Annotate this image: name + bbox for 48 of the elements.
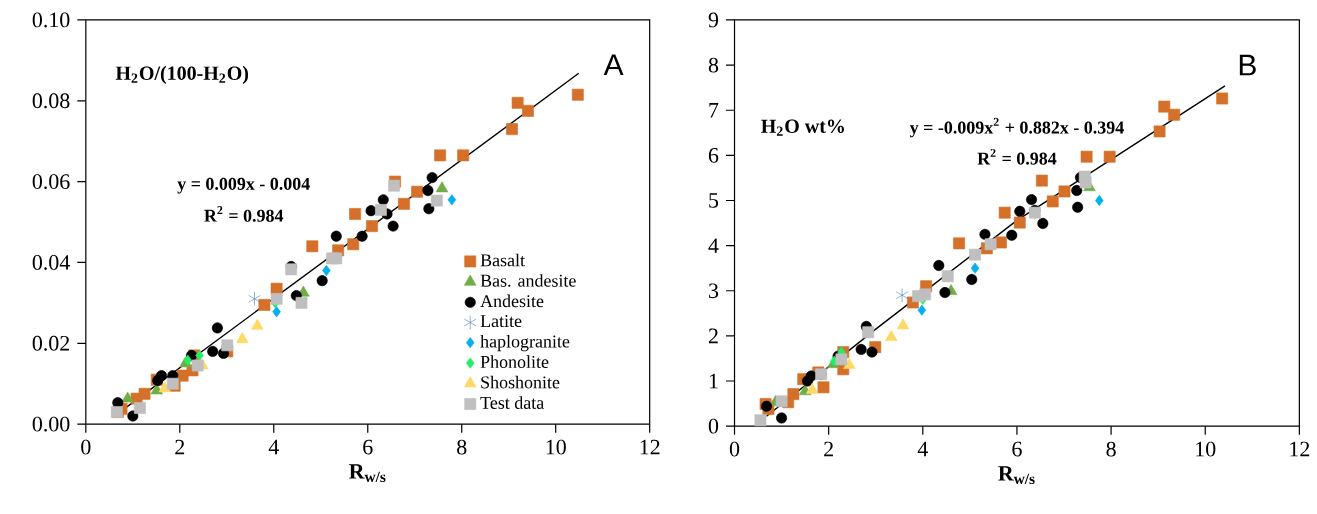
legend-label: Phonolite — [480, 355, 549, 369]
x-tick-label: 4 — [917, 441, 928, 457]
text: y = -0.009x$^{2}$ + 0.882x - 0.394 — [909, 117, 1124, 138]
text: R$^{2}$ = 0.984 — [204, 206, 284, 222]
y-tick-label: 0.00 — [32, 416, 70, 432]
chart-title: H$_{2}$O/(100-H$_{2}$O) — [115, 65, 249, 84]
y-tick-label: 8 — [708, 57, 719, 73]
text: R$_{w/s}$ — [998, 466, 1035, 485]
y-tick-label: 4 — [708, 238, 719, 253]
legend-label: Basalt — [480, 253, 525, 267]
y-tick-label: 6 — [708, 148, 719, 163]
y-tick-label: 0.08 — [32, 93, 70, 109]
y-tick-label: 0.06 — [32, 174, 70, 190]
y-tick-label: 3 — [709, 283, 719, 299]
x-tick-label: 12 — [1290, 441, 1310, 457]
annotation: y = 0.009x - 0.004 — [177, 177, 310, 194]
y-tick-label: 1 — [709, 373, 718, 389]
legend-label: Andesite — [480, 294, 544, 308]
x-tick-label: 0 — [81, 439, 91, 455]
legend-label: Latite — [480, 315, 522, 328]
y-tick-label: 0 — [708, 418, 719, 434]
y-tick-label: 9 — [708, 12, 719, 28]
legend-label: Shoshonite — [481, 375, 560, 389]
x-tick-label: 6 — [363, 439, 373, 455]
y-tick-label: 0.04 — [32, 255, 70, 270]
x-tick-label: 0 — [729, 441, 740, 457]
annotation: B — [1239, 54, 1256, 76]
x-tick-label: 8 — [457, 439, 467, 455]
x-tick-label: 10 — [546, 439, 566, 455]
y-tick-label: 7 — [709, 103, 719, 118]
x-tick-label: 8 — [1106, 441, 1116, 457]
x-tick-label: 2 — [824, 441, 833, 457]
x-tick-label: 10 — [1196, 441, 1216, 457]
y-tick-label: 5 — [709, 193, 719, 208]
legend-label: haplogranite — [480, 334, 570, 352]
y-tick-label: 0.10 — [32, 12, 70, 28]
x-tick-label: 6 — [1012, 441, 1022, 457]
legend-label: Test data — [480, 396, 544, 409]
y-tick-label: 0.02 — [32, 335, 70, 351]
x-tick-label: 12 — [640, 439, 660, 455]
legend-label: Bas. andesite — [480, 274, 576, 287]
chart-title: H$_{2}$O wt% — [761, 119, 844, 136]
annotation: A — [603, 54, 624, 76]
x-tick-label: 2 — [175, 439, 185, 455]
text: R$^{2}$ = 0.984 — [977, 148, 1057, 165]
text: R$_{w/s}$ — [349, 464, 386, 483]
y-tick-label: 2 — [708, 328, 718, 344]
x-tick-label: 4 — [268, 439, 279, 455]
